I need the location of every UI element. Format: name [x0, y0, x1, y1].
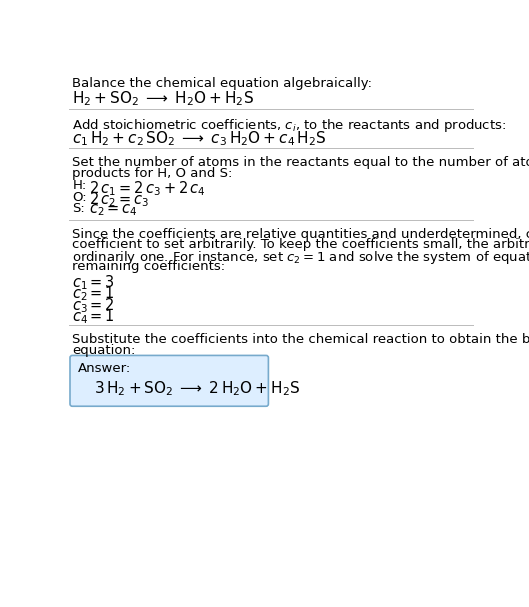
Text: Add stoichiometric coefficients, $c_i$, to the reactants and products:: Add stoichiometric coefficients, $c_i$, …: [72, 117, 507, 134]
Text: $2\,c_1 = 2\,c_3 + 2\,c_4$: $2\,c_1 = 2\,c_3 + 2\,c_4$: [89, 179, 206, 198]
Text: $3\,\mathregular{H_2} + \mathregular{SO_2}$$\;\longrightarrow\;$$2\,\mathregular: $3\,\mathregular{H_2} + \mathregular{SO_…: [94, 379, 300, 398]
Text: remaining coefficients:: remaining coefficients:: [72, 260, 225, 273]
Text: $2\,c_2 = c_3$: $2\,c_2 = c_3$: [89, 191, 150, 209]
Text: $c_3 = 2$: $c_3 = 2$: [72, 296, 115, 315]
Text: equation:: equation:: [72, 344, 136, 357]
Text: products for H, O and S:: products for H, O and S:: [72, 167, 233, 180]
Text: Since the coefficients are relative quantities and underdetermined, choose a: Since the coefficients are relative quan…: [72, 228, 529, 240]
Text: Balance the chemical equation algebraically:: Balance the chemical equation algebraica…: [72, 78, 372, 90]
Text: Substitute the coefficients into the chemical reaction to obtain the balanced: Substitute the coefficients into the che…: [72, 333, 529, 346]
Text: S:: S:: [72, 202, 85, 215]
Text: $c_1\,\mathregular{H_2} + c_2\,\mathregular{SO_2}$$\;\longrightarrow\;$$c_3\,\ma: $c_1\,\mathregular{H_2} + c_2\,\mathregu…: [72, 129, 327, 148]
FancyBboxPatch shape: [70, 356, 268, 406]
Text: $c_2 = 1$: $c_2 = 1$: [72, 285, 115, 304]
Text: $c_4 = 1$: $c_4 = 1$: [72, 308, 115, 327]
Text: Set the number of atoms in the reactants equal to the number of atoms in the: Set the number of atoms in the reactants…: [72, 156, 529, 169]
Text: H:: H:: [72, 179, 87, 192]
Text: $c_2 = c_4$: $c_2 = c_4$: [89, 202, 138, 218]
Text: O:: O:: [72, 191, 87, 204]
Text: $\mathregular{H_2 + SO_2}$$\;\longrightarrow\;$$\mathregular{H_2O + H_2S}$: $\mathregular{H_2 + SO_2}$$\;\longrighta…: [72, 90, 254, 109]
Text: Answer:: Answer:: [78, 362, 131, 375]
Text: coefficient to set arbitrarily. To keep the coefficients small, the arbitrary va: coefficient to set arbitrarily. To keep …: [72, 239, 529, 251]
Text: ordinarily one. For instance, set $c_2 = 1$ and solve the system of equations fo: ordinarily one. For instance, set $c_2 =…: [72, 249, 529, 266]
Text: $c_1 = 3$: $c_1 = 3$: [72, 273, 115, 292]
